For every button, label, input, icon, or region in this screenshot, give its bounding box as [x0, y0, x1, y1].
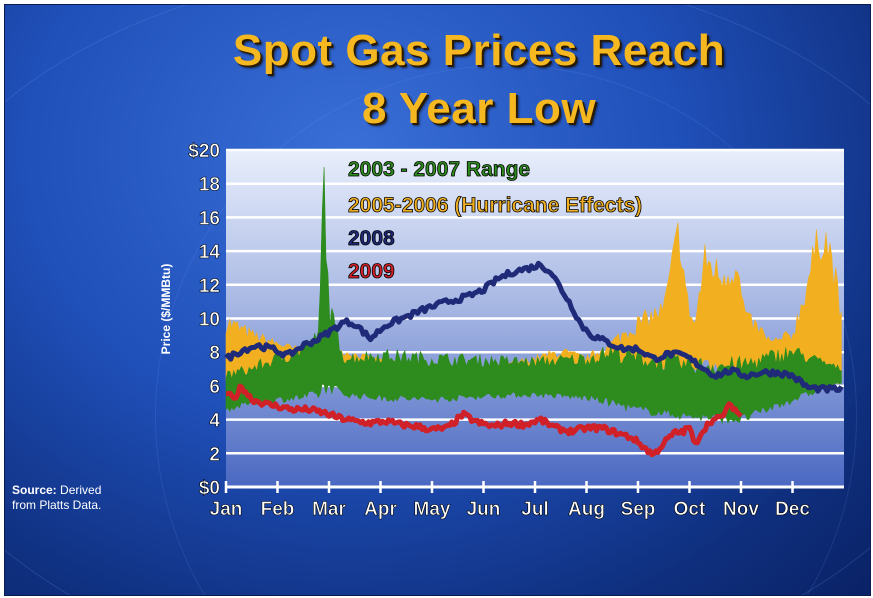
source-label: Source:	[12, 483, 57, 497]
legend-entry-2005-2006: 2005-2006 (Hurricane Effects)	[348, 194, 642, 217]
x-tick-label-apr: Apr	[364, 499, 397, 520]
source-note: Source: Derived from Platts Data.	[12, 483, 101, 513]
legend-entry-2008: 2008	[348, 227, 395, 250]
y-tick-label-7: 14	[199, 242, 221, 263]
x-tick-label-dec: Dec	[775, 499, 810, 520]
legend-entry-2003-2007: 2003 - 2007 Range	[348, 158, 530, 181]
x-tick-label-mar: Mar	[312, 499, 346, 520]
x-tick-label-jul: Jul	[521, 499, 548, 520]
y-axis-label: Price ($/MMBtu)	[159, 264, 173, 355]
x-tick-label-jan: Jan	[210, 499, 243, 520]
legend: 2003 - 2007 Range 2005-2006 (Hurricane Ef…	[348, 158, 643, 284]
slide-title-line1: Spot Gas Prices Reach	[232, 26, 726, 75]
x-axis-ticks: Jan Feb Mar Apr May Jun Jul Aug Sep Oct Nov Dec	[209, 481, 811, 520]
x-tick-label-sep: Sep	[621, 499, 656, 520]
y-tick-label-6: 12	[199, 276, 220, 297]
x-tick-label-feb: Feb	[261, 499, 295, 520]
source-text-line1: Derived	[60, 483, 102, 497]
slide-title-line2: 8 Year Low	[361, 84, 597, 133]
x-tick-label-jun: Jun	[467, 499, 501, 520]
line-2008	[224, 260, 844, 394]
legend-entry-2009: 2009	[348, 260, 395, 283]
y-tick-label-8: 16	[199, 208, 220, 229]
y-tick-label-1: 2	[209, 444, 220, 465]
line-2009	[225, 383, 743, 458]
x-tick-label-may: May	[414, 499, 451, 520]
price-lines	[224, 260, 844, 458]
source-text-line2: from Platts Data.	[12, 498, 102, 512]
y-tick-label-9: 18	[199, 175, 220, 196]
y-tick-label-5: 10	[199, 310, 220, 331]
y-tick-label-4: 8	[209, 343, 220, 364]
y-tick-label-10: $20	[188, 141, 220, 162]
y-tick-label-3: 6	[209, 377, 220, 398]
y-tick-label-2: 4	[209, 411, 220, 432]
range-bands	[225, 166, 842, 425]
y-axis-ticks: $0 2 4 6 8 10 12 14 16 18 $20	[188, 141, 221, 500]
x-tick-label-nov: Nov	[723, 499, 759, 520]
band-2003-2007-range	[225, 166, 842, 425]
y-tick-label-0: $0	[199, 478, 220, 499]
x-tick-label-oct: Oct	[674, 499, 706, 520]
x-tick-label-aug: Aug	[568, 499, 605, 520]
